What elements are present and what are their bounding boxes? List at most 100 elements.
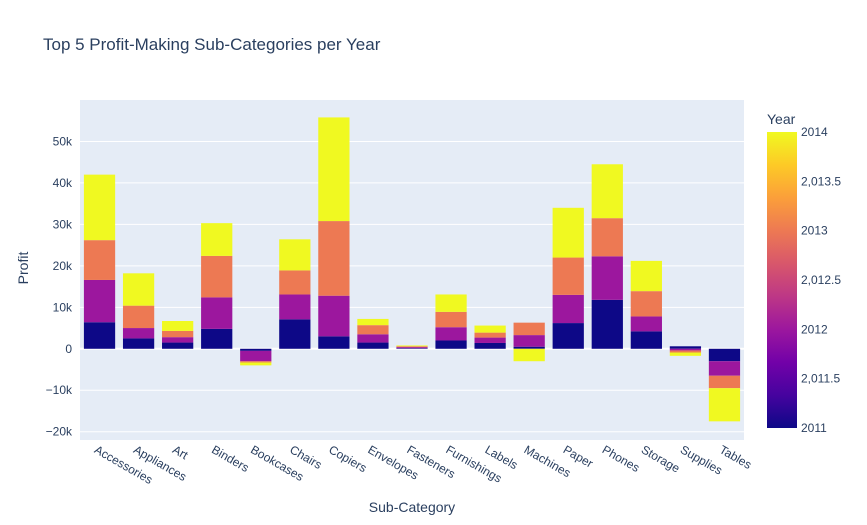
bar-segment xyxy=(396,348,428,349)
bar-segment xyxy=(630,316,662,332)
y-tick-label: −20k xyxy=(46,425,73,439)
y-tick-label: 20k xyxy=(53,259,73,273)
colorbar-gradient xyxy=(767,132,797,428)
bar-segment xyxy=(279,294,311,320)
bar-segment xyxy=(630,331,662,349)
bar-segment xyxy=(591,164,623,219)
bar-segment xyxy=(513,335,545,347)
bar-segment xyxy=(83,279,116,323)
bar-segment xyxy=(591,218,623,257)
colorbar-title: Year xyxy=(767,111,796,127)
bar-segment xyxy=(552,257,584,295)
bar-segment xyxy=(279,270,311,295)
bar-segment xyxy=(201,255,233,298)
bar-segment xyxy=(474,325,506,333)
bar-segment xyxy=(162,330,194,338)
bar-segment xyxy=(708,375,741,389)
bar-segment xyxy=(708,361,741,376)
bar-segment xyxy=(357,342,389,349)
bar-segment xyxy=(513,322,545,336)
bar-segment xyxy=(83,174,116,241)
bar-segment xyxy=(357,334,389,343)
bar-segment xyxy=(318,295,350,337)
bar-segment xyxy=(708,388,741,422)
bar-segment xyxy=(435,340,467,349)
bar-segment xyxy=(240,348,272,351)
bar-segment xyxy=(396,347,428,349)
bar-segment xyxy=(357,325,389,335)
bar-segment xyxy=(669,350,702,353)
bar-segment xyxy=(240,361,272,363)
bar-segment xyxy=(708,348,741,362)
bar-segment xyxy=(513,348,545,362)
bar-segment xyxy=(435,294,467,312)
bar-segment xyxy=(435,311,467,328)
bar-segment xyxy=(318,221,350,296)
bar-segment xyxy=(162,342,194,349)
bar-segment xyxy=(669,352,702,356)
colorbar-tick-label: 2,011.5 xyxy=(801,372,840,386)
bar-segment xyxy=(591,299,623,349)
y-axis-title: Profit xyxy=(15,252,31,285)
colorbar-tick-label: 2,013.5 xyxy=(801,174,841,188)
bar-segment xyxy=(240,362,272,366)
y-tick-label: 10k xyxy=(53,300,73,314)
bar-segment xyxy=(357,318,389,326)
bar-segment xyxy=(122,328,155,339)
x-axis-title: Sub-Category xyxy=(369,499,455,515)
y-tick-label: −10k xyxy=(46,383,73,397)
bar-segment xyxy=(513,346,545,349)
colorbar-tick-label: 2012 xyxy=(801,322,828,336)
bar-segment xyxy=(122,338,155,349)
bar-segment xyxy=(122,305,155,329)
bar-segment xyxy=(552,207,584,258)
bar-segment xyxy=(318,336,350,349)
y-tick-label: 30k xyxy=(53,217,73,231)
x-tick-label: Art xyxy=(170,442,191,462)
y-axis-ticks: −20k −10k 0 10k 20k 30k 40k 50k xyxy=(46,134,73,438)
colorbar-tick-label: 2013 xyxy=(801,224,828,238)
bar-segment xyxy=(474,342,506,349)
x-tick-label: Phones xyxy=(600,442,642,474)
chart-title: Top 5 Profit-Making Sub-Categories per Y… xyxy=(43,35,381,54)
bar-segment xyxy=(240,350,272,362)
x-tick-label: Binders xyxy=(209,442,251,474)
bar-segment xyxy=(83,322,116,349)
bar-segment xyxy=(552,294,584,324)
bar-segment xyxy=(435,327,467,341)
bar-segment xyxy=(122,273,155,306)
bar-segment xyxy=(396,346,428,348)
bar-segment xyxy=(318,117,350,222)
bar-segment xyxy=(201,328,233,349)
bar-segment xyxy=(162,321,194,331)
bar-segment xyxy=(669,346,702,349)
bar-segment xyxy=(591,256,623,300)
bar-segment xyxy=(552,323,584,349)
bar-segment xyxy=(630,260,662,292)
colorbar-ticks: 2014 2,013.5 2013 2,012.5 2012 2,011.5 2011 xyxy=(801,125,841,435)
bars xyxy=(83,117,741,422)
colorbar-tick-label: 2011 xyxy=(801,421,827,435)
x-tick-label: Storage xyxy=(639,442,683,475)
x-tick-label: Copiers xyxy=(326,442,369,475)
colorbar-tick-label: 2014 xyxy=(801,125,828,139)
x-tick-label: Supplies xyxy=(678,442,725,477)
bar-segment xyxy=(396,345,428,347)
bar-segment xyxy=(279,239,311,271)
y-tick-label: 50k xyxy=(53,134,73,148)
bar-segment xyxy=(162,337,194,343)
bar-segment xyxy=(279,319,311,349)
colorbar: Year 20142,013.520132,012.520122,011.520… xyxy=(767,111,841,435)
bar-segment xyxy=(83,240,116,280)
bar-segment xyxy=(201,223,233,256)
bar-segment xyxy=(669,348,702,351)
y-tick-label: 40k xyxy=(53,176,73,190)
y-tick-label: 0 xyxy=(65,342,72,356)
colorbar-tick-label: 2,012.5 xyxy=(801,273,841,287)
bar-segment xyxy=(630,291,662,317)
bar-segment xyxy=(474,332,506,338)
bar-segment xyxy=(201,297,233,329)
